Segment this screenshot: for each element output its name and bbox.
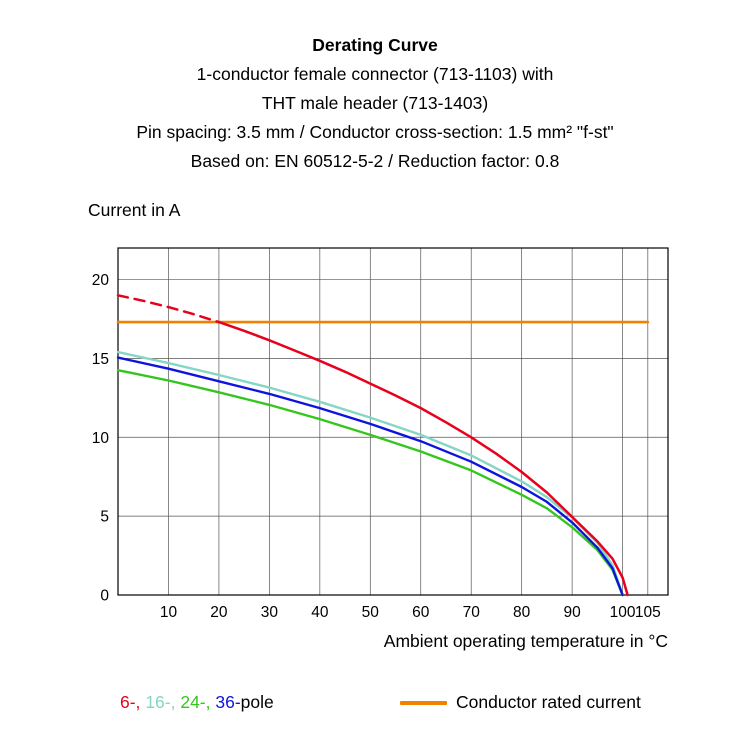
pole-legend-part: 6-,: [120, 692, 141, 712]
title-block: Derating Curve 1-conductor female connec…: [0, 31, 750, 176]
series-36-pole: [116, 356, 624, 597]
subtitle-line-4: Based on: EN 60512-5-2 / Reduction facto…: [190, 151, 560, 171]
x-tick-label: 70: [463, 604, 481, 621]
y-tick-label: 0: [100, 588, 109, 605]
subtitle-line-1: 1-conductor female connector (713-1103) …: [196, 64, 554, 84]
x-tick-label: 30: [261, 604, 279, 621]
rated-current-line-swatch: [400, 701, 447, 705]
series-24-pole: [116, 369, 624, 597]
series-6-pole: [217, 320, 629, 597]
x-tick-label: 40: [311, 604, 329, 621]
x-tick-label: 80: [513, 604, 531, 621]
y-tick-label: 10: [92, 430, 110, 447]
series-6-pole-above-rated-current-: [116, 294, 221, 324]
legend-row: 6-, 16-, 24-, 36-pole Conductor rated cu…: [0, 690, 750, 720]
y-tick-label: 15: [92, 351, 109, 368]
chart-title: Derating Curve: [312, 35, 438, 55]
y-tick-label: 20: [92, 272, 110, 289]
x-tick-label: 10: [160, 604, 178, 621]
x-tick-label: 105: [635, 604, 661, 621]
x-tick-label: 60: [412, 604, 430, 621]
x-axis-label: Ambient operating temperature in °C: [383, 631, 668, 651]
plot-border: [117, 247, 669, 596]
x-tick-label: 20: [210, 604, 228, 621]
subtitle-line-2: THT male header (713-1403): [261, 93, 489, 113]
pole-count-legend: 6-, 16-, 24-, 36-pole: [120, 692, 274, 713]
pole-legend-part: 16-,: [145, 692, 176, 712]
pole-legend-part: pole: [240, 692, 274, 712]
rated-current-legend-label: Conductor rated current: [456, 692, 641, 712]
x-tick-label: 90: [564, 604, 582, 621]
y-tick-label: 5: [100, 509, 109, 526]
subtitle-line-3: Pin spacing: 3.5 mm / Conductor cross-se…: [136, 122, 614, 142]
pole-legend-part: 36-: [215, 692, 241, 712]
pole-legend-part: 24-,: [180, 692, 211, 712]
x-tick-label: 100: [610, 604, 636, 621]
x-tick-label: 50: [362, 604, 380, 621]
y-axis-label: Current in A: [88, 200, 181, 220]
derating-chart: 10 20 30 40 50 60 70 80 90 100 105 0 5 10 15 20: [92, 247, 669, 621]
